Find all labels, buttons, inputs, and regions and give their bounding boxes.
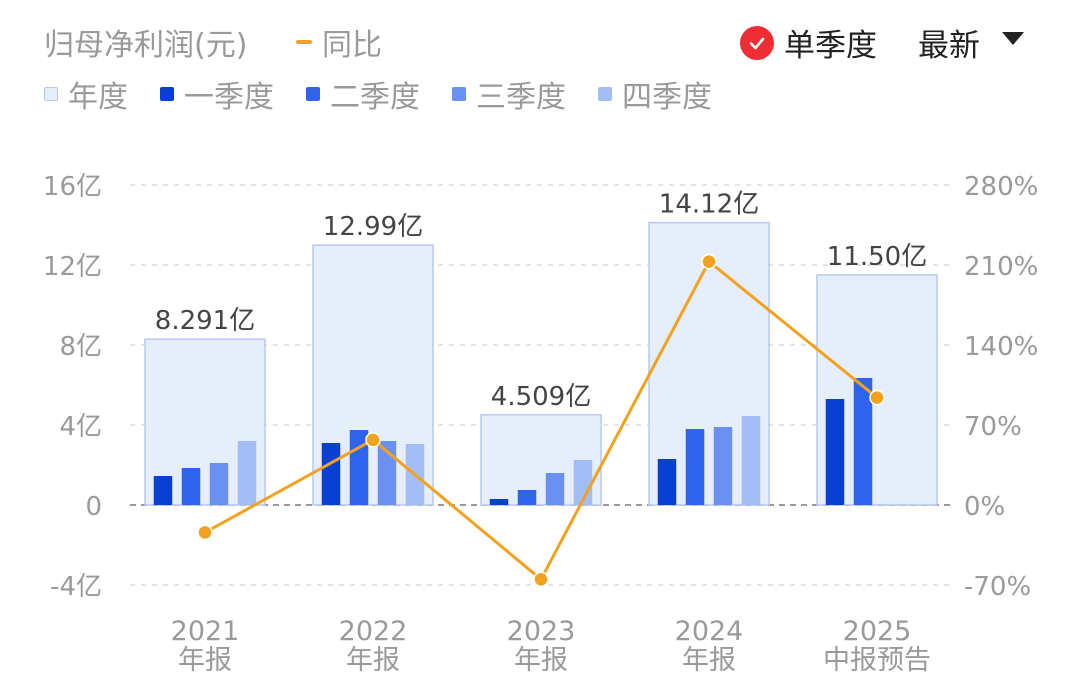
legend-item-q3[interactable]: 三季度: [452, 72, 566, 116]
check-icon: [740, 25, 774, 60]
x-category-label: 2021: [171, 616, 240, 647]
y-left-tick-label: -4亿: [50, 572, 102, 602]
yoy-point: [365, 432, 381, 448]
x-category-sublabel: 中报预告: [823, 645, 931, 676]
yoy-point: [533, 571, 549, 588]
y-left-tick-label: 12亿: [43, 252, 102, 282]
quarter-bar: [713, 427, 733, 505]
x-category-label: 2022: [339, 616, 408, 647]
latest-label: 最新: [918, 28, 980, 64]
legend-item-annual[interactable]: 年度: [44, 72, 128, 116]
yoy-point: [869, 389, 885, 406]
yoy-point: [197, 524, 213, 541]
quarter-bar: [489, 499, 509, 505]
annual-value-label: 14.12亿: [659, 190, 759, 220]
annual-value-label: 8.291亿: [155, 306, 255, 336]
legend-swatch-q4: [598, 87, 612, 101]
x-category-label: 2025: [843, 616, 912, 647]
quarter-bar: [517, 490, 537, 505]
quarter-bar: [181, 468, 201, 505]
x-category-sublabel: 年报: [346, 645, 400, 676]
x-category-sublabel: 年报: [682, 645, 736, 676]
quarter-bar: [685, 429, 705, 505]
y-right-tick-label: 140%: [964, 332, 1038, 362]
quarter-bar: [321, 443, 341, 505]
single-season-toggle[interactable]: 单季度: [740, 20, 877, 65]
legend-swatch-q1: [160, 87, 174, 101]
chart-header: 归母净利润(元) 同比 单季度 最新 年度 一季度 二季度 三季度: [0, 0, 1080, 130]
legend-item-q1[interactable]: 一季度: [160, 72, 274, 116]
quarter-bar: [825, 399, 845, 505]
legend-label: 一季度: [184, 80, 274, 115]
legend-swatch-q3: [452, 87, 466, 101]
legend-item-q2[interactable]: 二季度: [306, 72, 420, 116]
latest-dropdown[interactable]: 最新: [918, 20, 1024, 65]
series-legend: 年度 一季度 二季度 三季度 四季度: [44, 72, 744, 116]
annual-value-label: 12.99亿: [323, 212, 423, 242]
yoy-point: [701, 253, 717, 270]
single-season-label: 单季度: [784, 28, 877, 64]
y-left-tick-label: 16亿: [43, 172, 102, 202]
y-left-tick-label: 0: [85, 492, 102, 522]
legend-item-q4[interactable]: 四季度: [598, 72, 712, 116]
legend-label: 四季度: [622, 80, 712, 115]
quarter-bar: [153, 476, 173, 505]
chart-title: 归母净利润(元): [44, 28, 248, 63]
x-category-label: 2023: [507, 616, 576, 647]
yoy-legend: 同比: [296, 20, 382, 64]
legend-swatch-q2: [306, 87, 320, 101]
y-right-tick-label: -70%: [964, 572, 1031, 602]
legend-label: 二季度: [330, 80, 420, 115]
quarter-bar: [741, 416, 761, 505]
legend-swatch-annual: [44, 87, 58, 101]
quarter-bar: [657, 459, 677, 505]
quarter-bar: [545, 473, 565, 505]
x-category-sublabel: 年报: [178, 645, 232, 676]
legend-label: 年度: [68, 80, 128, 115]
yoy-legend-label: 同比: [322, 28, 382, 63]
y-left-tick-label: 8亿: [59, 332, 102, 362]
x-category-label: 2024: [675, 616, 744, 647]
dropdown-triangle-icon: [1002, 32, 1024, 45]
annual-value-label: 11.50亿: [827, 242, 927, 272]
y-left-tick-label: 4亿: [59, 412, 102, 442]
y-right-tick-label: 0%: [964, 492, 1005, 522]
quarter-bar: [237, 441, 257, 505]
y-right-tick-label: 70%: [964, 412, 1022, 442]
line-dash-icon: [296, 40, 312, 44]
legend-label: 三季度: [476, 80, 566, 115]
quarter-bar: [853, 378, 873, 505]
y-right-tick-label: 280%: [964, 172, 1038, 202]
quarter-bar: [209, 463, 229, 505]
x-category-sublabel: 年报: [514, 645, 568, 676]
y-right-tick-label: 210%: [964, 252, 1038, 282]
annual-value-label: 4.509亿: [491, 382, 591, 412]
